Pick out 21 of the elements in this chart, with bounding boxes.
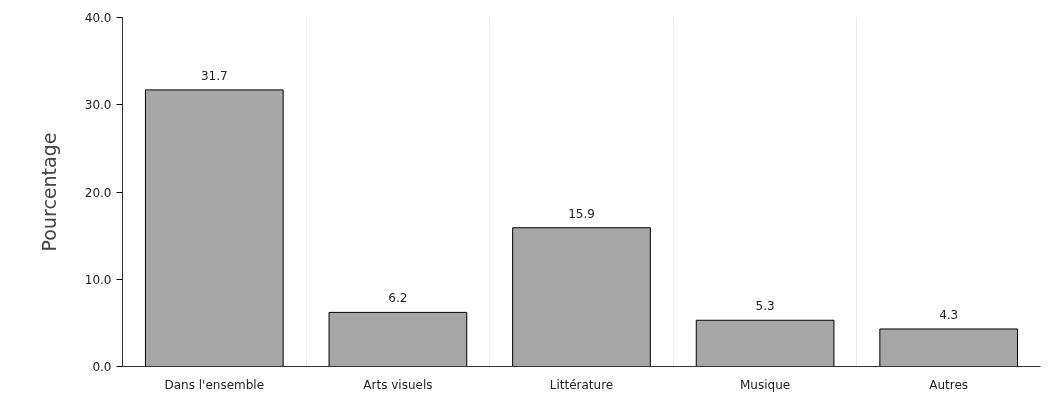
x-tick-label: Autres	[929, 377, 969, 392]
y-tick-label: 10.0	[84, 272, 112, 287]
y-tick-label: 30.0	[84, 98, 112, 113]
x-tick-label: Littérature	[549, 377, 614, 392]
bar	[512, 227, 651, 367]
bar	[328, 311, 468, 367]
x-tick-label: Musique	[740, 377, 791, 392]
y-tick-label: 20.0	[84, 185, 112, 200]
data-label: 31.7	[200, 68, 228, 83]
y-tick-label: 40.0	[84, 11, 112, 25]
bar	[879, 328, 1019, 367]
bar	[144, 89, 284, 367]
data-label: 6.2	[388, 291, 408, 306]
y-axis-title: Pourcentage	[37, 132, 60, 252]
data-label: 4.3	[939, 307, 959, 322]
bar	[695, 319, 835, 367]
data-label: 5.3	[755, 299, 775, 314]
x-tick-label: Dans l'ensemble	[164, 377, 265, 392]
data-label: 15.9	[568, 206, 595, 221]
y-tick-label: 0.0	[92, 360, 112, 374]
x-tick-label: Arts visuels	[363, 377, 433, 392]
